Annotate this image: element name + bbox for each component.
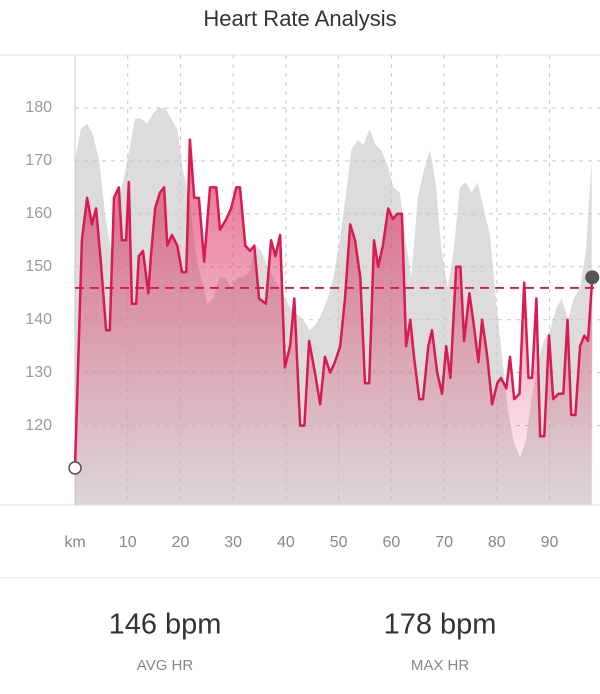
y-tick-label: 170	[25, 152, 52, 169]
x-tick-label: 80	[488, 534, 506, 551]
chart: 120 130 140 150 160 170 180 km 10 20 30 40 50 60 70 80 9…	[25, 55, 600, 551]
x-tick-label: km	[64, 534, 85, 551]
y-tick-label: 140	[25, 311, 52, 328]
x-tick-label: 20	[172, 534, 190, 551]
x-tick-label: 70	[435, 534, 453, 551]
chart-title: Heart Rate Analysis	[203, 6, 396, 31]
y-tick-label: 180	[25, 99, 52, 116]
y-tick-label: 120	[25, 417, 52, 434]
stat-value: 178 bpm	[384, 609, 497, 641]
x-tick-label: 90	[541, 534, 559, 551]
stat-label: MAX HR	[411, 657, 470, 674]
x-tick-label: 60	[382, 534, 400, 551]
x-tick-label: 10	[119, 534, 137, 551]
stat-value: 146 bpm	[109, 609, 222, 641]
x-tick-label: 50	[330, 534, 348, 551]
line-area	[75, 139, 593, 505]
y-tick-label: 150	[25, 258, 52, 275]
x-tick-label: 30	[224, 534, 242, 551]
end-point	[585, 270, 600, 285]
start-point	[68, 461, 82, 475]
y-tick-label: 130	[25, 364, 52, 381]
line	[73, 138, 594, 468]
x-tick-label: 40	[277, 534, 295, 551]
stat-label: AVG HR	[137, 657, 194, 674]
y-tick-label: 160	[25, 205, 52, 222]
